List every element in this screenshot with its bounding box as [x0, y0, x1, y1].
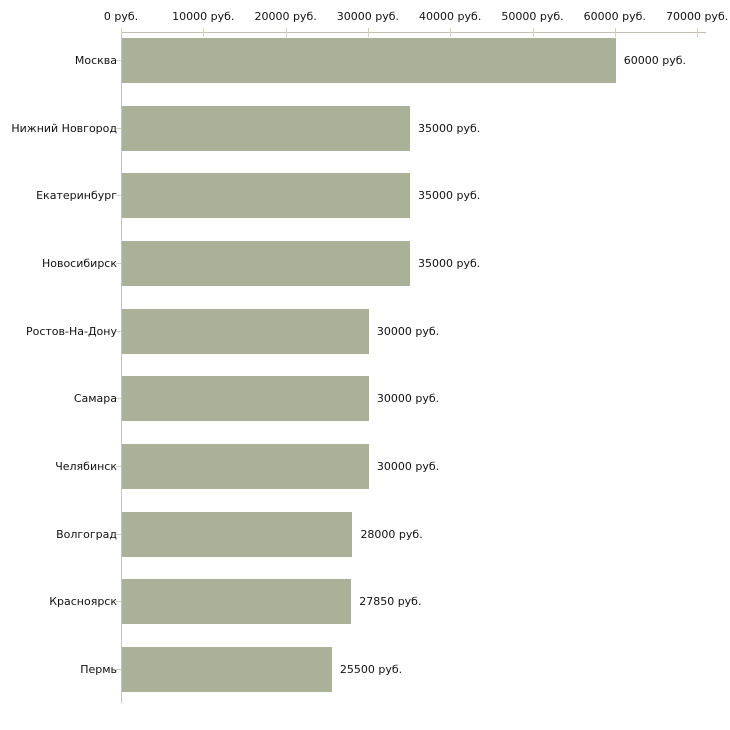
x-axis-tick-label: 60000 руб.: [583, 10, 646, 23]
x-axis-tick-mark: [614, 28, 616, 37]
x-axis-tick-mark: [285, 28, 287, 37]
y-axis-tick-mark: [116, 465, 121, 467]
category-label: Самара: [73, 392, 117, 406]
category-label: Пермь: [80, 662, 117, 676]
bar: [122, 646, 332, 692]
category-label: Москва: [74, 54, 117, 67]
bar: [122, 240, 411, 286]
value-label: 27850 руб.: [359, 595, 422, 609]
category-label: Волгоград: [56, 527, 117, 541]
bar: [122, 376, 369, 422]
bar: [122, 173, 411, 219]
value-label: 30000 руб.: [376, 459, 440, 473]
category-label: Нижний Новгород: [11, 121, 117, 135]
bar: [122, 511, 353, 557]
bar: [122, 579, 352, 625]
x-axis-line: [121, 32, 706, 33]
value-label: 28000 руб.: [360, 527, 423, 541]
category-label: Челябинск: [55, 459, 117, 473]
x-axis-tick-mark: [532, 28, 534, 37]
y-axis-tick-mark: [116, 195, 121, 197]
y-axis-tick-mark: [116, 262, 121, 264]
x-axis-tick-mark: [450, 28, 452, 37]
value-label: 30000 руб.: [376, 324, 440, 338]
y-axis-tick-mark: [116, 533, 121, 535]
y-axis-line: [121, 32, 122, 703]
y-axis-tick-mark: [116, 668, 121, 670]
bar: [122, 38, 616, 83]
value-label: 35000 руб.: [418, 189, 481, 203]
y-axis-tick-mark: [116, 601, 121, 603]
x-axis-tick-label: 0 руб.: [103, 10, 139, 23]
category-label: Красноярск: [49, 595, 117, 609]
x-axis-tick-mark: [121, 28, 122, 37]
value-label: 35000 руб.: [418, 121, 481, 135]
bar: [122, 308, 369, 354]
bar: [122, 443, 369, 489]
x-axis-tick-label: 20000 руб.: [254, 10, 317, 23]
x-axis-tick-mark: [367, 28, 369, 37]
x-axis-tick-mark: [697, 28, 699, 37]
y-axis-tick-mark: [116, 330, 121, 332]
value-label: 35000 руб.: [418, 256, 481, 270]
x-axis-tick-label: 50000 руб.: [501, 10, 564, 23]
value-label: 25500 руб.: [339, 662, 403, 676]
x-axis-tick-mark: [203, 28, 205, 37]
x-axis-tick-label: 70000 руб.: [665, 10, 729, 23]
x-axis-tick-label: 10000 руб.: [172, 10, 235, 23]
x-axis-tick-label: 30000 руб.: [336, 10, 400, 23]
category-label: Ростов-На-Дону: [25, 324, 117, 338]
bar: [122, 105, 411, 151]
value-label: 60000 руб.: [623, 54, 687, 67]
x-axis-tick-label: 40000 руб.: [419, 10, 482, 23]
value-label: 30000 руб.: [376, 392, 440, 406]
y-axis-tick-mark: [116, 398, 121, 400]
y-axis-tick-mark: [116, 127, 121, 129]
category-label: Новосибирск: [41, 256, 117, 270]
y-axis-tick-mark: [116, 60, 121, 61]
category-label: Екатеринбург: [36, 189, 117, 203]
